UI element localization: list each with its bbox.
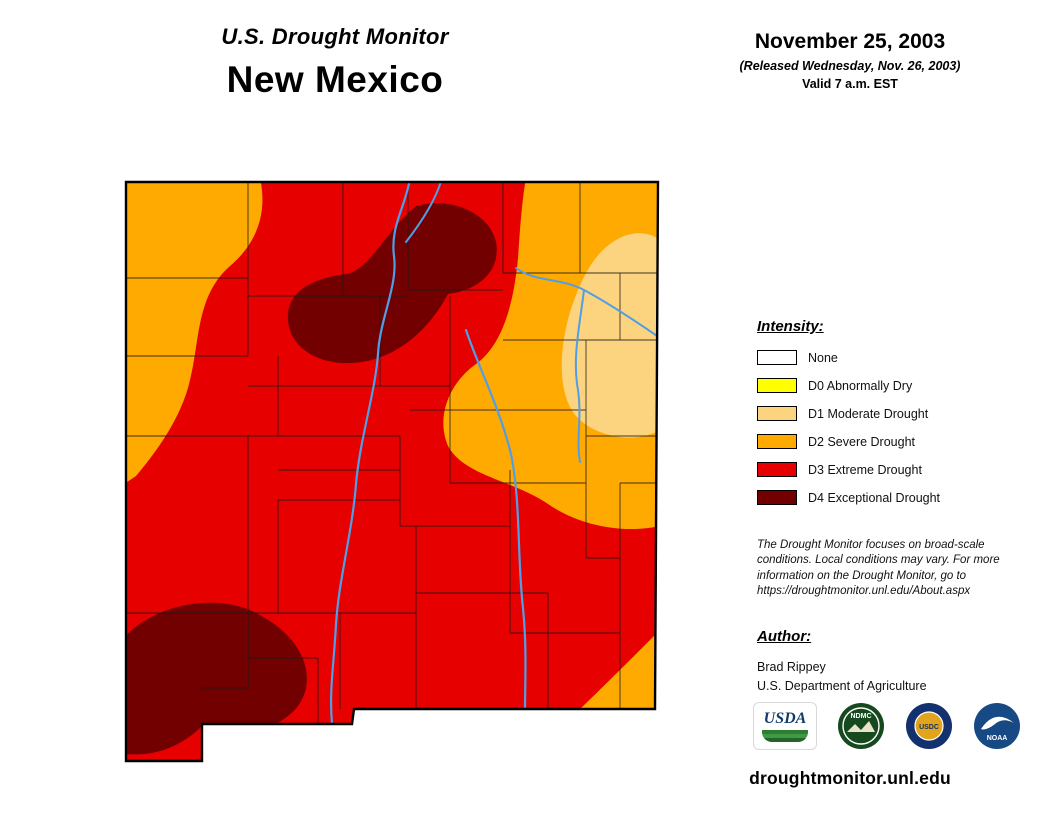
footer-url: droughtmonitor.unl.edu bbox=[749, 768, 951, 788]
release-note: (Released Wednesday, Nov. 26, 2003) bbox=[739, 59, 961, 73]
report-title: U.S. Drought Monitor bbox=[221, 24, 449, 49]
legend-label: D3 Extreme Drought bbox=[808, 462, 922, 477]
legend-item-none: None bbox=[757, 350, 997, 365]
legend-label: D1 Moderate Drought bbox=[808, 406, 929, 421]
swatch-d3 bbox=[757, 462, 797, 477]
swatch-d1 bbox=[757, 406, 797, 421]
noaa-logo: NOAA bbox=[974, 703, 1020, 749]
new-mexico-drought-map bbox=[124, 180, 660, 763]
legend-item-d0: D0 Abnormally Dry bbox=[757, 378, 997, 393]
legend-item-d3: D3 Extreme Drought bbox=[757, 462, 997, 477]
commerce-seal-text: USDC bbox=[919, 724, 939, 731]
legend-label: D0 Abnormally Dry bbox=[808, 378, 913, 393]
agency-logos: USDA NDMC USDC NOAA bbox=[753, 702, 1033, 750]
ndmc-logo-text: NDMC bbox=[851, 713, 872, 720]
valid-time: Valid 7 a.m. EST bbox=[802, 77, 898, 91]
swatch-d4 bbox=[757, 490, 797, 505]
legend-label: D2 Severe Drought bbox=[808, 434, 916, 449]
intensity-legend: Intensity: None D0 Abnormally Dry D1 Mod… bbox=[757, 318, 997, 518]
legend-item-d2: D2 Severe Drought bbox=[757, 434, 997, 449]
legend-title: Intensity: bbox=[757, 318, 824, 335]
author-name: Brad Rippey bbox=[757, 660, 826, 674]
region-d2-northwest bbox=[126, 182, 263, 488]
author-title: Author: bbox=[757, 628, 812, 645]
usda-logo: USDA bbox=[753, 702, 817, 750]
state-border bbox=[124, 180, 660, 763]
header-date-block: November 25, 2003 (Released Wednesday, N… bbox=[715, 30, 985, 91]
region-d4-southwest bbox=[126, 602, 307, 755]
legend-item-d1: D1 Moderate Drought bbox=[757, 406, 997, 421]
usda-logo-field bbox=[762, 729, 808, 742]
noaa-logo-text: NOAA bbox=[987, 735, 1008, 742]
ndmc-logo: NDMC bbox=[838, 703, 884, 749]
region-d2-southeast bbox=[580, 630, 658, 709]
legend-label: None bbox=[808, 350, 838, 365]
legend-item-d4: D4 Exceptional Drought bbox=[757, 490, 997, 505]
swatch-d2 bbox=[757, 434, 797, 449]
rio-grande-river bbox=[329, 182, 412, 726]
state-name: New Mexico bbox=[226, 59, 444, 100]
swatch-none bbox=[757, 350, 797, 365]
commerce-seal-logo: USDC bbox=[906, 703, 952, 749]
author-block: Author: Brad Rippey U.S. Department of A… bbox=[757, 628, 927, 697]
legend-label: D4 Exceptional Drought bbox=[808, 490, 941, 505]
swatch-d0 bbox=[757, 378, 797, 393]
author-organization: U.S. Department of Agriculture bbox=[757, 679, 927, 694]
usda-logo-text: USDA bbox=[763, 709, 807, 727]
canadian-river bbox=[515, 267, 658, 463]
header-title-block: U.S. Drought Monitor New Mexico bbox=[120, 24, 550, 101]
disclaimer-text: The Drought Monitor focuses on broad-sca… bbox=[757, 539, 1000, 598]
chama-river bbox=[405, 182, 443, 243]
report-date: November 25, 2003 bbox=[754, 30, 946, 53]
pecos-river bbox=[464, 328, 527, 711]
